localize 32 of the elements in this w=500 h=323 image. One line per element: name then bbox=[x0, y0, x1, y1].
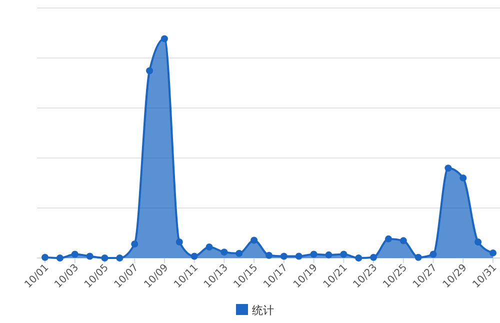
point bbox=[131, 240, 138, 248]
point bbox=[474, 238, 482, 246]
point bbox=[42, 254, 48, 261]
point bbox=[355, 254, 362, 262]
point bbox=[460, 174, 467, 182]
point bbox=[56, 254, 64, 262]
point bbox=[266, 252, 272, 259]
point bbox=[340, 250, 348, 258]
point bbox=[190, 252, 198, 260]
point bbox=[444, 164, 452, 172]
point bbox=[400, 237, 407, 244]
point bbox=[176, 238, 183, 246]
point bbox=[160, 35, 168, 42]
point bbox=[325, 251, 332, 258]
point bbox=[101, 254, 108, 262]
point bbox=[370, 254, 378, 261]
point bbox=[295, 252, 302, 260]
point bbox=[430, 250, 437, 258]
point bbox=[490, 249, 496, 256]
point bbox=[116, 254, 124, 262]
legend-label: 统计 bbox=[252, 304, 274, 317]
point bbox=[146, 67, 154, 74]
point bbox=[384, 235, 392, 242]
point bbox=[310, 250, 318, 258]
point bbox=[236, 250, 243, 257]
point bbox=[250, 236, 258, 244]
point bbox=[280, 252, 288, 260]
point bbox=[86, 252, 94, 260]
point bbox=[220, 248, 228, 256]
point bbox=[71, 250, 78, 258]
point bbox=[206, 244, 213, 251]
point bbox=[414, 254, 422, 261]
